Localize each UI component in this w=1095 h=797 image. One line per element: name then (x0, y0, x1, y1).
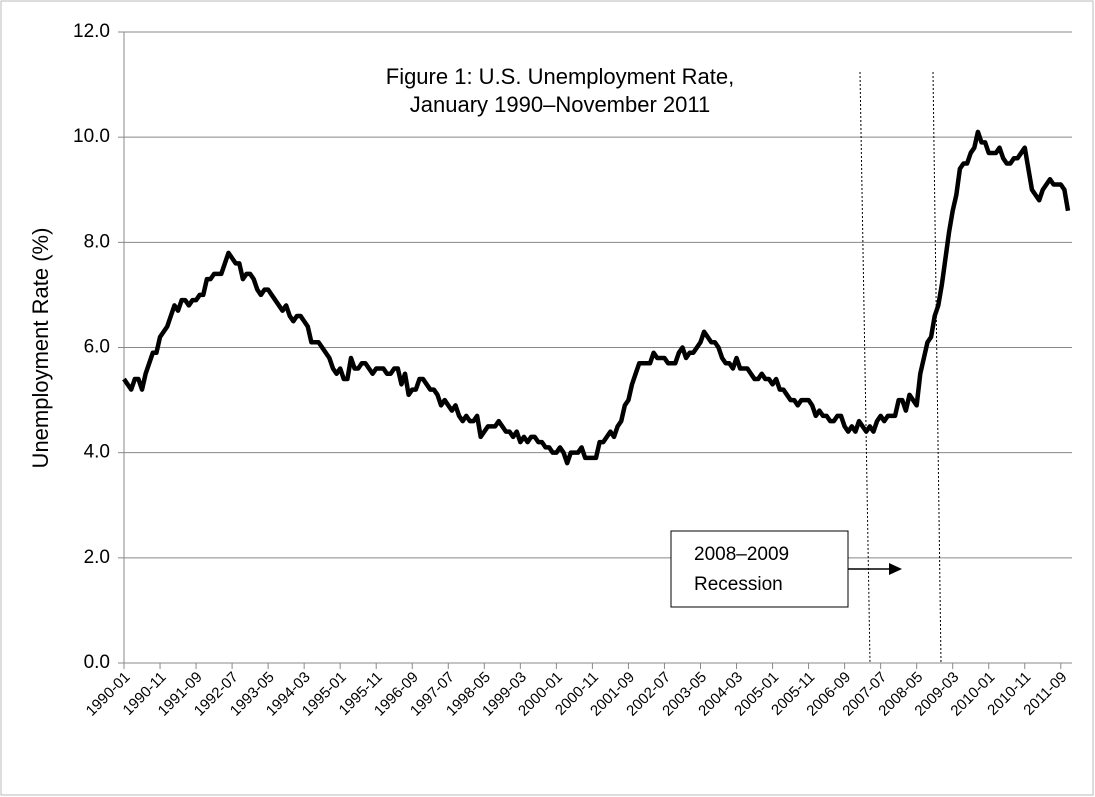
annotation-text: 2008–2009 (694, 544, 789, 565)
y-tick-label: 2.0 (84, 547, 110, 568)
recession-end-line (932, 71, 942, 664)
y-tick-label: 4.0 (84, 442, 110, 463)
y-tick-label: 0.0 (84, 652, 110, 673)
y-axis-label: Unemployment Rate (%) (28, 228, 53, 469)
annotation-text: Recession (694, 574, 783, 595)
annotation-arrowhead (889, 563, 902, 575)
y-tick-label: 8.0 (84, 231, 110, 252)
y-tick-label: 12.0 (73, 21, 110, 42)
y-tick-label: 10.0 (73, 126, 110, 147)
y-tick-label: 6.0 (84, 337, 110, 358)
annotation-box (670, 530, 849, 608)
chart-title: Figure 1: U.S. Unemployment Rate, (386, 64, 734, 89)
data-line (122, 129, 1071, 466)
recession-start-line (859, 71, 871, 664)
chart-title: January 1990–November 2011 (410, 92, 710, 117)
